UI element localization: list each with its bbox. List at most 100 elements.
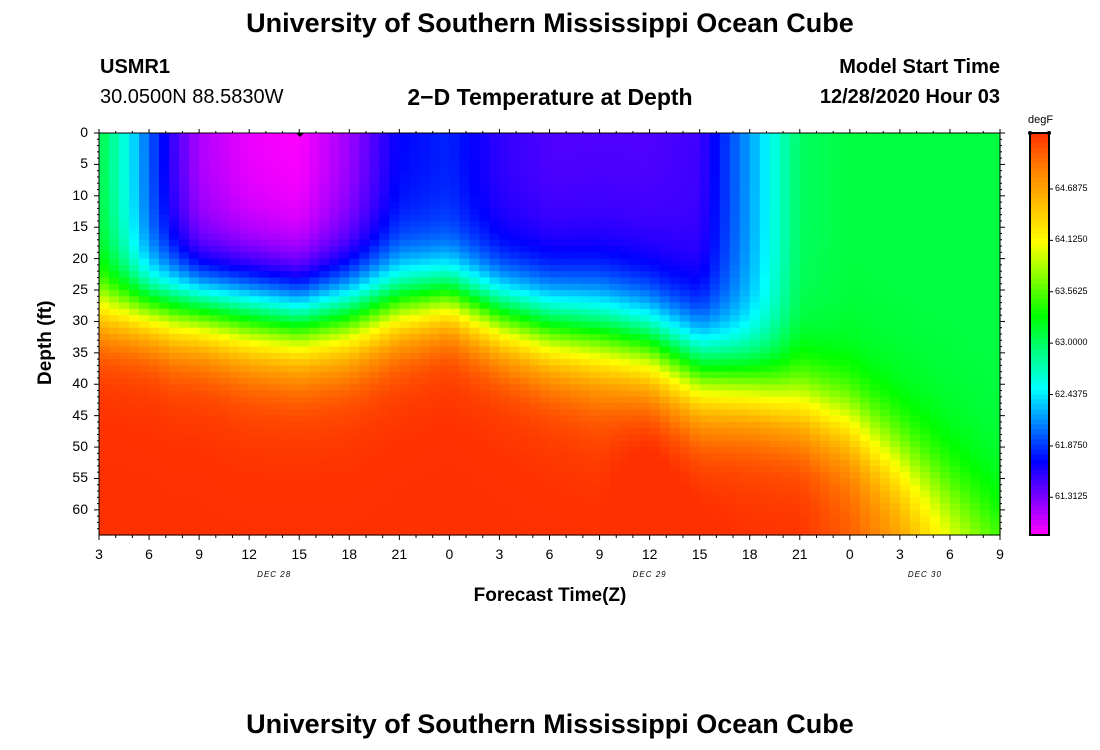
heatmap-cell	[689, 315, 701, 323]
heatmap-cell	[589, 409, 601, 417]
heatmap-cell	[209, 214, 220, 222]
heatmap-cell	[719, 151, 731, 159]
heatmap-cell	[379, 227, 390, 235]
heatmap-cell	[189, 371, 200, 379]
heatmap-cell	[589, 459, 601, 467]
heatmap-cell	[389, 365, 400, 373]
heatmap-cell	[799, 233, 811, 241]
heatmap-cell	[309, 346, 320, 354]
heatmap-cell	[739, 290, 751, 297]
heatmap-cell	[459, 183, 471, 191]
heatmap-cell	[199, 403, 210, 410]
heatmap-cell	[239, 509, 250, 517]
heatmap-cell	[519, 296, 531, 304]
heatmap-cell	[449, 315, 460, 323]
heatmap-cell	[119, 522, 130, 530]
heatmap-cell	[319, 377, 330, 385]
heatmap-cell	[659, 528, 671, 536]
heatmap-cell	[349, 151, 360, 159]
heatmap-cell	[669, 434, 681, 442]
heatmap-cell	[339, 202, 350, 209]
heatmap-cell	[259, 283, 270, 291]
heatmap-cell	[859, 516, 871, 524]
heatmap-cell	[759, 371, 771, 379]
heatmap-cell	[199, 503, 210, 511]
heatmap-cell	[449, 170, 460, 178]
heatmap-cell	[739, 484, 751, 492]
heatmap-cell	[109, 334, 120, 341]
heatmap-cell	[289, 158, 300, 166]
heatmap-cell	[289, 421, 300, 429]
heatmap-cell	[159, 359, 170, 367]
heatmap-cell	[269, 340, 280, 348]
heatmap-cell	[689, 327, 701, 335]
heatmap-cell	[159, 390, 170, 398]
heatmap-cell	[649, 447, 661, 454]
heatmap-cell	[279, 220, 290, 228]
heatmap-cell	[669, 428, 681, 436]
heatmap-cell	[849, 158, 861, 166]
heatmap-cell	[469, 133, 481, 140]
heatmap-cell	[459, 176, 471, 184]
heatmap-cell	[599, 151, 611, 159]
heatmap-cell	[789, 258, 801, 266]
heatmap-cell	[339, 321, 350, 329]
heatmap-cell	[219, 522, 230, 530]
heatmap-cell	[289, 465, 300, 473]
heatmap-cell	[109, 164, 120, 172]
heatmap-cell	[189, 170, 200, 178]
heatmap-cell	[119, 377, 130, 385]
heatmap-cell	[719, 277, 731, 285]
heatmap-cell	[729, 491, 741, 498]
heatmap-cell	[789, 220, 801, 228]
heatmap-cell	[379, 321, 390, 329]
heatmap-cell	[409, 133, 420, 140]
heatmap-cell	[609, 516, 621, 524]
heatmap-cell	[759, 453, 771, 461]
heatmap-cell	[139, 195, 150, 203]
heatmap-cell	[179, 252, 190, 260]
heatmap-cell	[379, 478, 390, 486]
heatmap-cell	[129, 434, 140, 442]
heatmap-cell	[809, 409, 821, 417]
heatmap-cell	[589, 509, 601, 517]
heatmap-cell	[339, 377, 350, 385]
heatmap-cell	[679, 440, 691, 448]
heatmap-cell	[569, 302, 581, 310]
heatmap-cell	[369, 183, 380, 191]
heatmap-cell	[549, 522, 561, 530]
heatmap-cell	[379, 252, 390, 260]
heatmap-cell	[159, 233, 170, 241]
heatmap-cell	[559, 478, 571, 486]
heatmap-cell	[459, 340, 471, 348]
heatmap-cell	[779, 396, 791, 404]
heatmap-cell	[329, 497, 340, 505]
heatmap-cell	[849, 491, 861, 498]
heatmap-cell	[679, 340, 691, 348]
heatmap-cell	[409, 176, 420, 184]
heatmap-cell	[389, 308, 400, 316]
heatmap-cell	[409, 208, 420, 216]
heatmap-cell	[169, 164, 180, 172]
heatmap-cell	[509, 434, 521, 442]
heatmap-cell	[159, 258, 170, 266]
heatmap-cell	[629, 465, 641, 473]
heatmap-cell	[609, 528, 621, 536]
heatmap-cell	[639, 133, 651, 140]
heatmap-cell	[389, 409, 400, 417]
heatmap-cell	[539, 308, 551, 316]
heatmap-cell	[129, 283, 140, 291]
heatmap-cell	[689, 509, 701, 517]
heatmap-cell	[209, 340, 220, 348]
heatmap-cell	[389, 428, 400, 436]
heatmap-cell	[269, 189, 280, 197]
heatmap-cell	[389, 158, 400, 166]
heatmap-cell	[499, 478, 511, 486]
heatmap-cell	[649, 233, 661, 241]
heatmap-cell	[539, 170, 551, 178]
heatmap-cell	[419, 302, 430, 310]
heatmap-cell	[289, 239, 300, 247]
heatmap-cell	[299, 264, 310, 272]
heatmap-cell	[219, 308, 230, 316]
heatmap-cell	[789, 334, 801, 341]
